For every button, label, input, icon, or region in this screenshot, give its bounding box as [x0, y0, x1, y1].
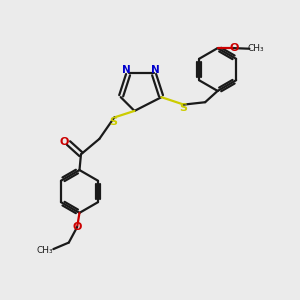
Text: O: O: [59, 136, 69, 146]
Text: N: N: [122, 65, 131, 75]
Text: CH₃: CH₃: [248, 44, 264, 53]
Text: S: S: [180, 103, 188, 113]
Text: N: N: [152, 65, 160, 75]
Text: S: S: [110, 117, 118, 127]
Text: CH₃: CH₃: [37, 246, 53, 255]
Text: O: O: [72, 222, 82, 232]
Text: O: O: [229, 43, 239, 53]
